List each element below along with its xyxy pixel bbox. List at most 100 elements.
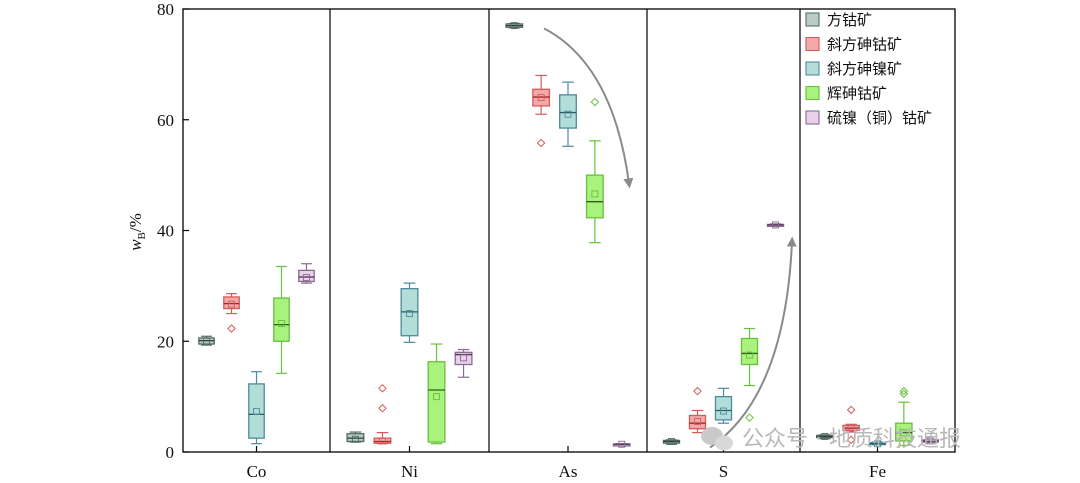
plot-frame [182,8,956,453]
mean-marker [874,440,881,448]
arrow-as-trend [543,27,634,189]
box-co-s5 [298,263,315,284]
y-label-unit: /% [126,213,145,232]
box-ni-s3 [400,282,419,343]
box-co-s1 [198,335,215,346]
legend-label: 辉砷钴矿 [827,85,887,103]
box-fe-s1 [816,433,834,440]
mean-marker [253,408,260,416]
box-co-s2 [223,293,240,333]
mean-marker [926,437,934,445]
box-iqr [223,296,240,310]
x-tick-label-fe: Fe [869,462,886,481]
mean-marker [694,418,701,425]
x-tick-label-ni: Ni [401,462,418,481]
legend-item-5: 硫镍（铜）钴矿 [805,109,932,127]
legend-item-3: 斜方砷镍矿 [805,60,902,78]
wechat-icon [701,427,733,451]
legend-label: 方钴矿 [827,11,872,29]
mean-marker [203,337,210,345]
legend-swatch [805,85,820,101]
box-ni-s5 [454,348,473,378]
box-s-s4 [740,327,759,422]
mean-marker [746,351,753,359]
legend-label: 斜方砷镍矿 [827,60,902,78]
y-tick-label: 20 [157,332,174,351]
mean-marker [460,354,468,362]
box-fe-s5 [921,437,939,445]
outlier-point [378,384,387,393]
mean-marker [510,22,518,30]
mean-marker [618,440,626,448]
mean-marker [228,300,235,308]
box-iqr [688,414,707,430]
box-as-s1 [505,22,524,30]
x-tick-label-co: Co [247,462,267,481]
box-iqr [373,437,392,444]
mean-marker [847,424,855,432]
y-tick-label: 60 [157,111,174,130]
box-fe-s2 [842,405,860,445]
mean-marker [537,94,545,102]
box-co-s4 [273,265,290,374]
y-tick-label: 40 [157,222,174,241]
boxes-layer [198,22,939,448]
box-s-s2 [688,386,707,434]
mean-marker [564,110,572,118]
legend-swatch [805,110,820,125]
box-iqr [298,269,315,283]
legend-item-4: 辉砷钴矿 [805,85,887,103]
mean-marker [720,407,727,415]
box-co-s3 [248,371,265,445]
box-iqr [273,297,290,342]
legend-swatch [805,12,820,27]
box-fe-s3 [868,440,887,448]
y-tick-label: 0 [166,443,175,462]
box-s-s3 [714,387,733,424]
arrow-s-trend [709,236,797,449]
mean-marker [591,190,599,198]
box-as-s5 [612,440,631,448]
box-s-s5 [766,221,785,229]
y-axis-label: wB/% [126,213,148,251]
legend-item-1: 方钴矿 [805,11,872,29]
box-s-s1 [662,438,681,445]
mean-marker [668,438,675,445]
mean-marker [303,274,310,282]
mean-marker [900,429,908,437]
box-ni-s4 [427,343,446,445]
outlier-point [536,138,546,148]
outlier-point [846,405,856,415]
outlier-point [590,97,600,107]
wechat-bubble-small [715,435,733,451]
box-ni-s1 [346,431,365,443]
box-as-s4 [585,97,604,244]
outlier-point [693,386,702,396]
box-as-s2 [532,74,551,148]
outlier-point [745,413,754,422]
box-iqr [454,351,473,366]
x-axis: Co Ni As S Fe [247,446,886,481]
legend-swatch [805,61,820,76]
box-ni-s2 [373,384,392,445]
watermark: 公众号 · 地质科技通报 [701,427,961,452]
mean-marker [379,437,386,445]
y-label-sub: B [136,232,148,239]
x-tick-label-as: As [559,462,578,481]
legend-label: 硫镍（铜）钴矿 [827,109,932,127]
watermark-text: 公众号 · 地质科技通报 [742,427,961,452]
legend-swatch [805,36,820,52]
box-as-s3 [559,81,577,147]
outlier-point [378,403,387,413]
legend-label: 斜方砷钴矿 [827,36,902,54]
box-iqr [248,383,265,439]
mean-marker [351,435,359,443]
outlier-point [846,435,856,445]
box-iqr [427,361,446,443]
y-tick-label: 80 [157,0,174,19]
outlier-point [899,389,909,399]
outlier-point [227,324,236,333]
mean-marker [821,433,829,440]
